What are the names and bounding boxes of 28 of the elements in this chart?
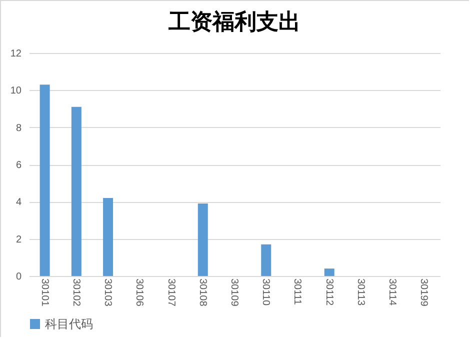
bar — [324, 268, 334, 276]
chart-title: 工资福利支出 — [168, 9, 300, 34]
x-tick-label: 30102 — [70, 278, 82, 307]
y-tick-label: 8 — [16, 122, 22, 134]
x-tick-label: 30103 — [102, 278, 114, 307]
x-tick-label: 30112 — [323, 278, 334, 306]
x-tick-label: 30111 — [292, 278, 303, 306]
y-tick-label: 4 — [16, 197, 22, 208]
bar — [198, 204, 208, 276]
y-tick-label: 10 — [10, 86, 22, 97]
x-tick-label: 30107 — [165, 278, 176, 307]
y-tick-label: 12 — [10, 48, 22, 60]
y-tick-label: 0 — [16, 272, 22, 282]
y-tick-label: 6 — [16, 160, 22, 171]
x-tick-label: 30108 — [196, 278, 208, 307]
x-tick-label: 30101 — [38, 278, 50, 307]
x-tick-label: 30114 — [386, 278, 398, 306]
bar — [71, 106, 82, 276]
legend-label: 科目代码 — [45, 317, 93, 331]
bar — [261, 244, 272, 276]
bar — [103, 198, 114, 276]
x-tick-label: 30113 — [354, 278, 366, 306]
x-tick-label: 30106 — [134, 278, 145, 307]
x-tick-label: 30109 — [228, 278, 240, 307]
x-tick-label: 30110 — [260, 278, 272, 306]
x-tick-label: 30199 — [418, 278, 430, 307]
y-tick-label: 2 — [16, 234, 22, 246]
bar — [40, 84, 50, 276]
